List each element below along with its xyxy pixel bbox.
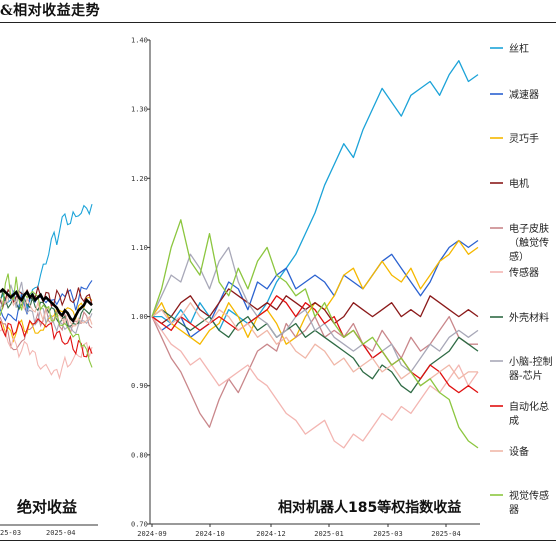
y-tick-label: 0.90 xyxy=(131,382,148,390)
y-tick-label: 0.70 xyxy=(131,521,148,529)
left-series-line xyxy=(0,273,93,368)
y-tick-label: 0.80 xyxy=(131,451,148,459)
y-tick-label: 1.40 xyxy=(131,37,148,45)
legend-label: 小脑-控制 xyxy=(509,355,553,368)
series-line xyxy=(151,288,479,325)
left-panel-lines xyxy=(0,203,93,381)
left-series-line xyxy=(0,284,93,310)
series-line xyxy=(152,60,479,332)
legend-label: 电子皮肤 xyxy=(509,222,549,235)
series-line xyxy=(151,219,479,449)
y-tick-label: 1.30 xyxy=(131,106,148,114)
legend-label: 器-芯片 xyxy=(509,369,543,382)
y-tick-label: 1.00 xyxy=(131,313,148,321)
legend-label: 成 xyxy=(509,415,519,427)
legend-label: 视觉传感 xyxy=(509,489,549,502)
top-divider xyxy=(0,22,556,23)
y-tick-label: 1.10 xyxy=(131,244,148,252)
left-x-tick-label: 2025-04 xyxy=(46,529,76,537)
series-line xyxy=(151,295,479,394)
legend-label: （触觉传 xyxy=(509,236,549,249)
legend-label: 传感器 xyxy=(509,266,539,279)
page-title: &相对收益走势 xyxy=(0,3,101,19)
series-line xyxy=(151,316,479,449)
x-tick-label: 2024-12 xyxy=(256,530,286,538)
left-x-tick-label: 25-03 xyxy=(0,529,21,537)
left-index-line xyxy=(0,287,93,323)
x-axis: 2024-09 2024-10 2024-12 2025-01 2025-03 2025-… xyxy=(137,523,480,538)
x-tick-label: 2024-09 xyxy=(137,530,167,538)
legend-label: 外壳材料 xyxy=(509,311,549,324)
chart-title: 相对机器人185等权指数收益 xyxy=(278,499,461,516)
left-series-line xyxy=(0,280,93,322)
series-line xyxy=(151,239,479,345)
legend-label: 减速器 xyxy=(509,89,539,101)
series-line xyxy=(151,246,479,373)
y-tick-label: 1.20 xyxy=(131,175,148,183)
left-series-line xyxy=(0,290,93,327)
series-lines xyxy=(151,60,479,449)
left-series-line xyxy=(0,328,93,381)
legend-label: 丝杠 xyxy=(509,42,529,55)
x-tick-label: 2024-10 xyxy=(195,530,225,538)
legend-label: 设备 xyxy=(509,445,529,458)
series-line xyxy=(151,315,478,428)
left-series-line xyxy=(0,318,93,358)
left-panel-label: 绝对收益 xyxy=(17,498,77,516)
legend-label: 灵巧手 xyxy=(509,132,539,145)
y-axis: 1.40 1.30 1.20 1.10 1.00 0.90 0.80 0.70 xyxy=(131,37,151,529)
x-tick-label: 2025-04 xyxy=(431,530,461,538)
legend-label: 器 xyxy=(509,504,519,516)
legend-label: 自动化总 xyxy=(509,400,549,413)
bottom-divider xyxy=(0,540,556,541)
x-tick-label: 2025-03 xyxy=(373,530,403,538)
x-tick-label: 2025-01 xyxy=(314,530,344,538)
legend-label: 电机 xyxy=(509,177,529,190)
legend-label: 感） xyxy=(509,250,529,263)
